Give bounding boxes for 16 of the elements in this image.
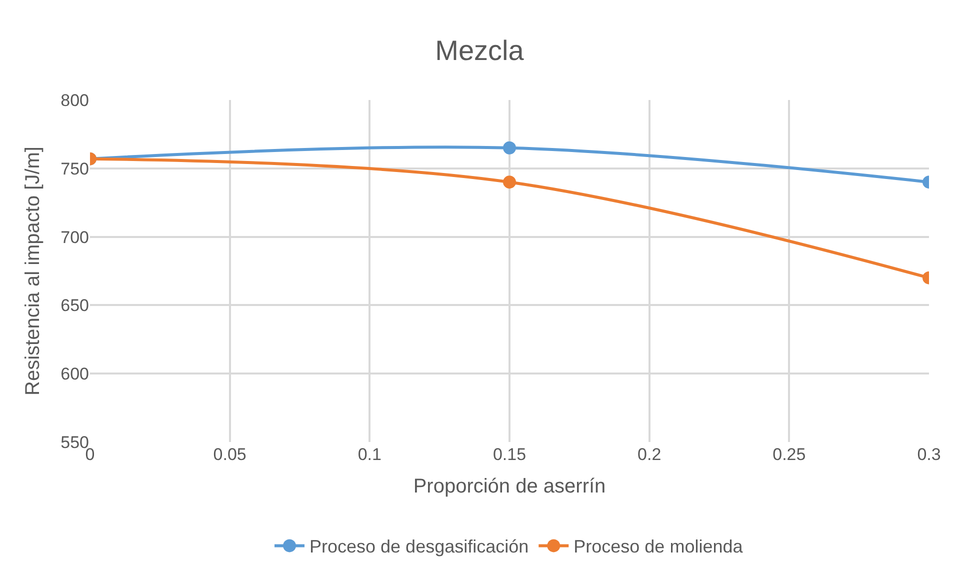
y-tick-label: 600 (60, 364, 89, 384)
x-tick-label: 0.05 (213, 445, 246, 464)
x-tick-label: 0.3 (917, 445, 941, 464)
chart-title: Mezcla (435, 34, 524, 66)
y-tick-label: 800 (60, 90, 89, 110)
x-tick-label: 0.25 (772, 445, 806, 464)
x-tick-label: 0.15 (492, 445, 526, 464)
x-tick-label: 0.2 (638, 445, 662, 464)
y-tick-label: 650 (60, 296, 89, 316)
x-axis-title: Proporción de aserrín (413, 476, 606, 498)
legend-label: Proceso de molienda (574, 536, 744, 557)
y-tick-label: 700 (60, 228, 89, 247)
legend-label: Proceso de desgasificación (310, 536, 529, 557)
y-tick-label: 750 (60, 159, 89, 178)
y-axis-title: Resistencia al impacto [J/m] (22, 146, 44, 396)
x-tick-label: 0.1 (358, 445, 382, 464)
